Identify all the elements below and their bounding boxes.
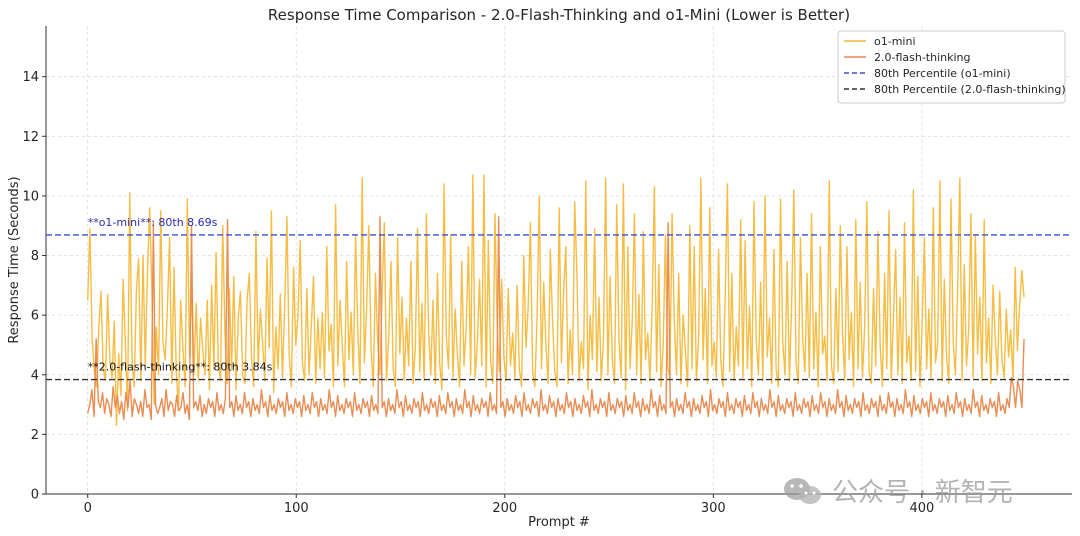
legend-label: 80th Percentile (o1-mini) [874, 67, 1011, 80]
reference-lines: **o1-mini**: 80th 8.69s **2.0-flash-think… [46, 216, 1072, 381]
legend: o1-mini 2.0-flash-thinking 80th Percentile… [837, 30, 1066, 104]
y-tick-label: 4 [31, 368, 39, 383]
y-tick-label: 12 [22, 130, 39, 145]
percentile-annotation-0: **o1-mini**: 80th 8.69s [88, 216, 218, 229]
y-axis-label: Response Time (Seconds) [7, 176, 22, 343]
x-tick-label: 300 [701, 501, 726, 516]
y-tick-label: 8 [31, 249, 39, 264]
percentile-annotation-1: **2.0-flash-thinking**: 80th 3.84s [88, 361, 273, 374]
x-tick-label: 0 [84, 501, 92, 516]
chart-title: Response Time Comparison - 2.0-Flash-Thi… [268, 6, 850, 24]
legend-label: 80th Percentile (2.0-flash-thinking) [874, 83, 1066, 96]
axes [42, 26, 1072, 498]
x-tick-label: 200 [492, 501, 517, 516]
watermark: 公众号 · 新智元 [784, 478, 1013, 508]
legend-label: o1-mini [874, 35, 916, 48]
legend-box [837, 30, 1066, 104]
x-axis-label: Prompt # [528, 515, 590, 530]
tick-labels: 0 2 4 6 8 10 12 14 0 100 200 300 400 [22, 70, 934, 516]
series-line-flash-thinking [87, 216, 1025, 421]
y-tick-label: 2 [31, 428, 39, 443]
y-tick-label: 0 [31, 488, 39, 503]
y-tick-label: 6 [31, 309, 39, 324]
y-tick-label: 10 [22, 189, 39, 204]
wechat-icon [784, 478, 821, 504]
legend-label: 2.0-flash-thinking [874, 51, 971, 64]
x-tick-label: 400 [909, 501, 934, 516]
x-tick-label: 100 [284, 501, 309, 516]
watermark-text: 公众号 · 新智元 [832, 478, 1013, 508]
y-tick-label: 14 [22, 70, 39, 85]
